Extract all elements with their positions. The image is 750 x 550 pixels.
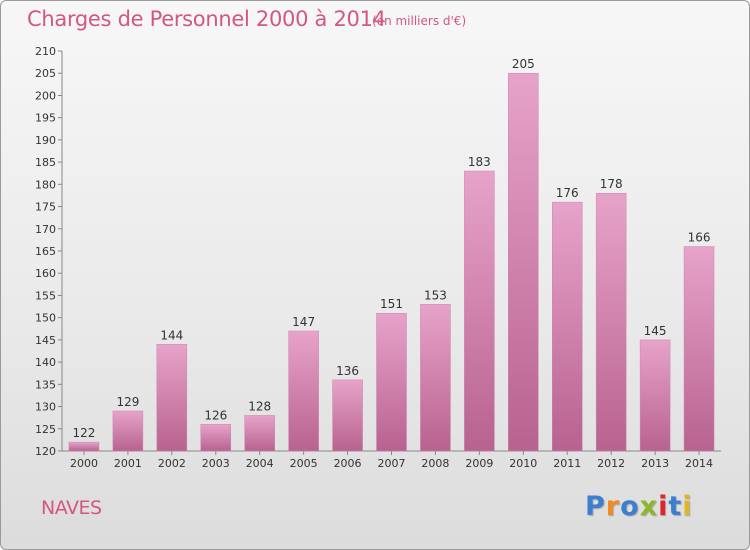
y-tick-label: 140 (35, 356, 56, 369)
bar (156, 344, 188, 452)
bar (244, 415, 275, 452)
y-tick-label: 175 (35, 201, 56, 214)
logo-letter: o (620, 491, 640, 522)
x-tick-label: 2002 (158, 457, 186, 470)
logo-letter: x (639, 491, 659, 522)
bar (376, 312, 407, 452)
data-label: 183 (468, 155, 491, 169)
data-label: 129 (116, 395, 139, 409)
x-tick-label: 2001 (114, 457, 142, 470)
logo-letter: r (605, 491, 621, 522)
data-label: 205 (512, 57, 535, 71)
y-tick-label: 160 (35, 267, 56, 280)
data-label: 126 (204, 408, 227, 422)
y-tick-label: 180 (35, 178, 56, 191)
proxiti-logo[interactable]: Proxiti (585, 491, 693, 522)
bar-series: 122 129 144 126 128 147 136 151 153 183 205 176 178 1… (68, 57, 715, 452)
y-tick-label: 185 (35, 156, 56, 169)
x-tick-label: 2004 (246, 457, 274, 470)
y-tick-label: 155 (35, 289, 56, 302)
y-tick-label: 200 (35, 89, 56, 102)
y-tick-label: 195 (35, 112, 56, 125)
x-tick-label: 2009 (465, 457, 493, 470)
x-tick-label: 2011 (553, 457, 581, 470)
commune-name: NAVES (41, 497, 102, 519)
bar (595, 192, 627, 452)
x-tick-label: 2000 (70, 457, 98, 470)
bar (68, 441, 100, 452)
y-tick-label: 205 (35, 67, 56, 80)
x-tick-label: 2014 (685, 457, 713, 470)
logo-letter: t (668, 491, 683, 522)
data-label: 151 (380, 297, 403, 311)
bar (200, 424, 232, 452)
data-label: 176 (556, 186, 579, 200)
logo-letter: i (658, 491, 669, 522)
bar (112, 410, 144, 452)
data-label: 153 (424, 288, 447, 302)
x-tick-label: 2005 (290, 457, 318, 470)
y-axis: 120 125 130 135 140 145 150 155 160 165 170 175 180 1… (35, 45, 63, 458)
data-label: 136 (336, 364, 359, 378)
bar (683, 246, 715, 452)
y-tick-label: 210 (35, 45, 56, 58)
x-tick-label: 2007 (378, 457, 406, 470)
data-label: 122 (73, 426, 96, 440)
data-label: 178 (600, 177, 623, 191)
y-tick-label: 165 (35, 245, 56, 258)
x-axis: 2000 2001 2002 2003 2004 2005 2006 2007 2008 2009… (62, 450, 721, 470)
y-tick-label: 190 (35, 134, 56, 147)
x-tick-label: 2010 (509, 457, 537, 470)
bar (508, 72, 539, 452)
x-tick-label: 2008 (421, 457, 449, 470)
y-tick-label: 120 (35, 445, 56, 458)
data-label: 166 (688, 231, 711, 245)
y-tick-label: 135 (35, 378, 56, 391)
x-tick-label: 2012 (597, 457, 625, 470)
data-label: 147 (292, 315, 315, 329)
y-tick-label: 150 (35, 312, 56, 325)
y-tick-label: 125 (35, 423, 56, 436)
x-tick-label: 2013 (641, 457, 669, 470)
y-tick-label: 145 (35, 334, 56, 347)
chart-title: Charges de Personnel 2000 à 2014 (27, 7, 386, 31)
y-tick-label: 130 (35, 401, 56, 414)
bar (464, 170, 495, 452)
bar (420, 304, 451, 452)
logo-letter: i (682, 491, 693, 522)
data-label: 145 (644, 324, 667, 338)
bar (639, 339, 671, 452)
bar (288, 330, 319, 452)
data-label: 128 (248, 399, 271, 413)
data-label: 144 (160, 328, 183, 342)
bar (551, 201, 583, 452)
chart-subtitle: (en milliers d'€) (372, 14, 467, 28)
logo-letter: P (585, 491, 606, 522)
bar (332, 379, 363, 452)
x-tick-label: 2006 (334, 457, 362, 470)
y-tick-label: 170 (35, 223, 56, 236)
x-tick-label: 2003 (202, 457, 230, 470)
